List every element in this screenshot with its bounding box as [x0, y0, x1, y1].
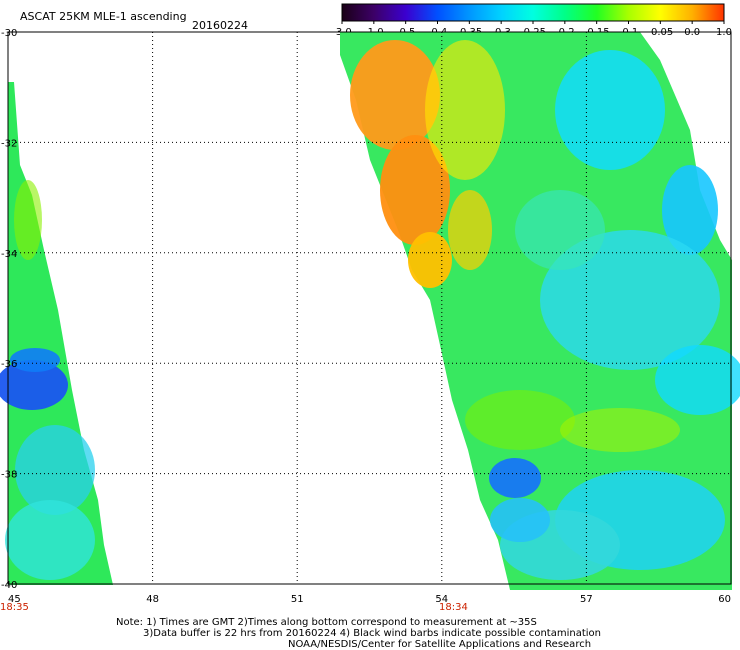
swath-region [489, 458, 541, 498]
latitude-label: -34 [1, 249, 17, 260]
latitude-label: -30 [1, 28, 17, 39]
longitude-label: 54 [435, 594, 448, 605]
swath-region [560, 408, 680, 452]
swath-region [15, 425, 95, 515]
swath-region [515, 190, 605, 270]
longitude-label: 51 [291, 594, 304, 605]
longitude-label: 45 [8, 594, 21, 605]
swath-region [408, 232, 452, 288]
swath-region [465, 390, 575, 450]
swath-region [662, 165, 718, 255]
swath-region [14, 180, 42, 260]
note-line-3: NOAA/NESDIS/Center for Satellite Applica… [288, 639, 592, 650]
swath-region [490, 498, 550, 542]
colorbar-gradient [342, 4, 724, 21]
longitude-label: 57 [580, 594, 593, 605]
map-date: 20160224 [192, 19, 248, 32]
latitude-label: -38 [1, 470, 17, 481]
map-frame [7, 31, 732, 585]
swath-region [350, 40, 440, 150]
time-label: 18:34 [439, 602, 468, 613]
note-line-2: 3)Data buffer is 22 hrs from 20160224 4)… [143, 628, 601, 639]
swath-region [555, 50, 665, 170]
swath-region [380, 135, 450, 245]
longitude-label: 48 [146, 594, 159, 605]
latitude-label: -40 [1, 580, 17, 591]
swath-region [5, 500, 95, 580]
swath-region [655, 345, 740, 415]
swath-region [10, 348, 60, 372]
swath-region [540, 230, 720, 370]
swath-region [425, 40, 505, 180]
swath-region [0, 360, 68, 410]
map-title: ASCAT 25KM MLE-1 ascending [20, 10, 187, 23]
latitude-label: -32 [1, 138, 17, 149]
latitude-label: -36 [1, 359, 17, 370]
swath-region [448, 190, 492, 270]
time-label: 18:35 [0, 602, 29, 613]
note-line-1: Note: 1) Times are GMT 2)Times along bot… [116, 617, 537, 628]
longitude-label: 60 [718, 594, 731, 605]
